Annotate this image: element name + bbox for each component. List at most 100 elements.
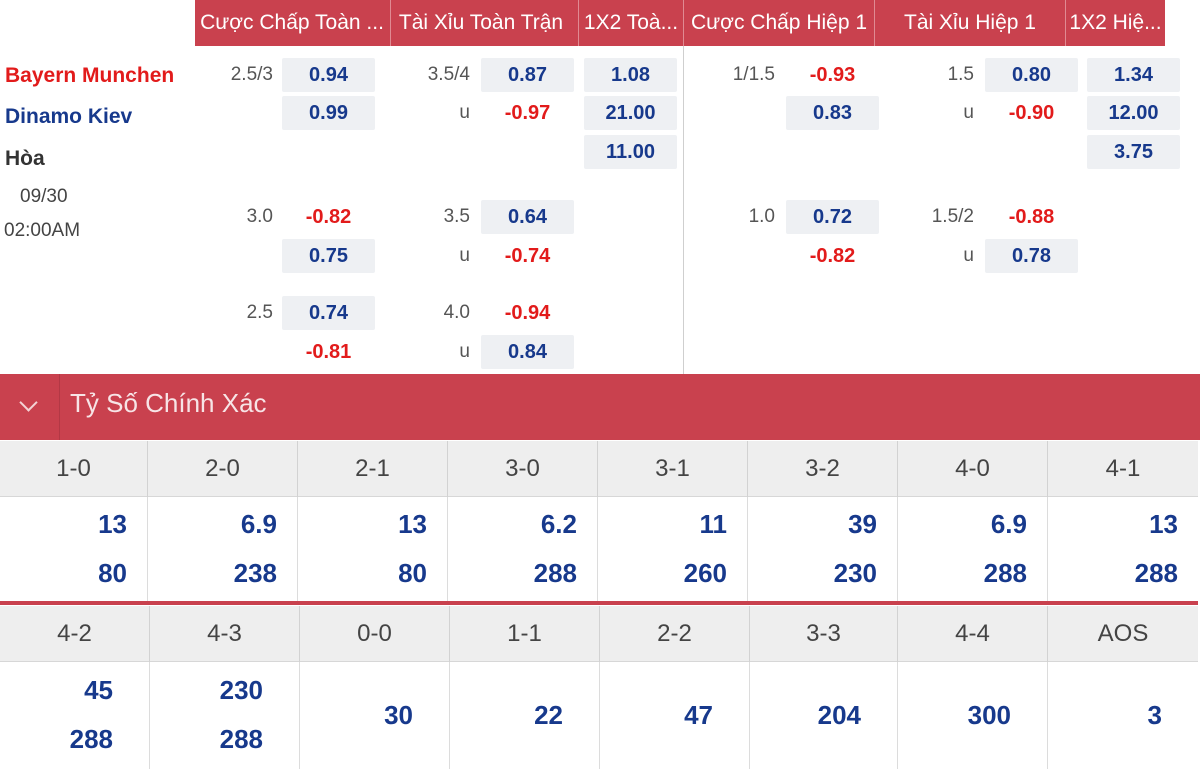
- score-odd-a[interactable]: 6.9: [240, 509, 277, 539]
- ou-under-odd[interactable]: -0.97: [504, 102, 551, 124]
- score-label: AOS: [1097, 620, 1149, 647]
- score-label: 3-0: [448, 441, 598, 497]
- score-odd-a[interactable]: 6.9: [990, 509, 1027, 539]
- score-header-row: 1-0 2-0 2-1 3-0 3-1 3-2 4-0 4-1: [0, 441, 1198, 497]
- score-odd-b[interactable]: 260: [683, 558, 727, 588]
- x12-away-odd[interactable]: 21.00: [584, 96, 677, 130]
- h1-ah-home-odd[interactable]: 0.72: [786, 200, 879, 234]
- ah-home-odd[interactable]: -0.82: [305, 206, 352, 228]
- score-cell[interactable]: 47: [600, 662, 750, 769]
- x12-draw-odd[interactable]: 11.00: [584, 135, 677, 169]
- score-cell[interactable]: 3: [1048, 662, 1198, 769]
- header-ah-h1[interactable]: Cược Chấp Hiệp 1: [690, 11, 868, 34]
- score-grid-row-2: 4-2 4-3 0-0 1-1 2-2 3-3 4-4 AOS 45 288 2…: [0, 606, 1198, 769]
- correct-score-header[interactable]: Tỷ Số Chính Xác: [0, 374, 1200, 440]
- score-cell[interactable]: 30: [300, 662, 450, 769]
- ou-under-label: u: [459, 102, 470, 123]
- h1-ou-line: 1.5: [947, 64, 974, 85]
- h1-ah-away-odd[interactable]: 0.83: [786, 96, 879, 130]
- draw-label: Hòa: [5, 147, 45, 170]
- h1-ah-away-odd[interactable]: -0.82: [809, 245, 856, 267]
- header-ou-full[interactable]: Tài Xỉu Toàn Trận: [398, 11, 564, 34]
- ou-under-label: u: [459, 341, 470, 362]
- score-odd-b[interactable]: 238: [233, 558, 277, 588]
- ou-over-odd[interactable]: 0.87: [481, 58, 574, 92]
- ou-over-odd[interactable]: -0.94: [504, 302, 551, 324]
- h1-x12-away-odd[interactable]: 12.00: [1087, 96, 1180, 130]
- ah-home-odd[interactable]: 0.94: [282, 58, 375, 92]
- h1-ou-under-label: u: [963, 102, 974, 123]
- h1-ou-under-odd[interactable]: -0.90: [1008, 102, 1055, 124]
- score-cell[interactable]: 13 80: [0, 497, 148, 603]
- score-odd-a[interactable]: 11: [699, 509, 728, 539]
- header-ou-h1[interactable]: Tài Xỉu Hiệp 1: [904, 11, 1036, 34]
- score-cell[interactable]: 6.9 288: [898, 497, 1048, 603]
- h1-ou-over-odd[interactable]: 0.80: [985, 58, 1078, 92]
- ou-over-odd[interactable]: 0.64: [481, 200, 574, 234]
- ou-line: 3.5: [443, 206, 470, 227]
- h1-x12-home-odd[interactable]: 1.34: [1087, 58, 1180, 92]
- x12-home-odd[interactable]: 1.08: [584, 58, 677, 92]
- score-odd-a[interactable]: 30: [384, 700, 413, 730]
- section-rule: [0, 601, 1198, 605]
- h1-ou-over-odd[interactable]: -0.88: [1008, 206, 1055, 228]
- header-1x2-full[interactable]: 1X2 Toà...: [583, 11, 679, 34]
- chevron-down-icon[interactable]: [0, 374, 60, 440]
- ah-home-odd[interactable]: 0.74: [282, 296, 375, 330]
- score-odd-b[interactable]: 288: [983, 558, 1027, 588]
- score-odd-b[interactable]: 288: [533, 558, 577, 588]
- away-team[interactable]: Dinamo Kiev: [5, 105, 133, 128]
- score-cell[interactable]: 11 260: [598, 497, 748, 603]
- score-odd-b[interactable]: 288: [69, 724, 113, 754]
- score-odd-a[interactable]: 22: [534, 700, 563, 730]
- ah-away-odd[interactable]: 0.99: [282, 96, 375, 130]
- score-cell[interactable]: 204: [750, 662, 898, 769]
- header-ah-full[interactable]: Cược Chấp Toàn ...: [200, 11, 384, 34]
- score-odd-b[interactable]: 80: [398, 558, 427, 588]
- score-odd-a[interactable]: 3: [1147, 700, 1162, 730]
- score-odd-b[interactable]: 80: [98, 558, 127, 588]
- score-odd-b[interactable]: 230: [833, 558, 877, 588]
- score-cell[interactable]: 45 288: [0, 662, 150, 769]
- score-odd-a[interactable]: 45: [84, 675, 113, 705]
- score-odd-a[interactable]: 204: [817, 700, 861, 730]
- score-odd-a[interactable]: 13: [398, 509, 427, 539]
- score-label: 3-2: [748, 441, 898, 497]
- home-team[interactable]: Bayern Munchen: [5, 64, 175, 87]
- score-label: 2-1: [298, 441, 448, 497]
- score-odd-a[interactable]: 230: [219, 675, 263, 705]
- header-1x2-h1[interactable]: 1X2 Hiệ...: [1069, 11, 1162, 34]
- score-cell[interactable]: 39 230: [748, 497, 898, 603]
- score-cell[interactable]: 230 288: [150, 662, 300, 769]
- score-label: 4-1: [1105, 455, 1141, 482]
- ou-under-odd[interactable]: 0.84: [481, 335, 574, 369]
- score-cell[interactable]: 6.9 238: [148, 497, 298, 603]
- h1-x12-draw-odd[interactable]: 3.75: [1087, 135, 1180, 169]
- score-odd-b[interactable]: 288: [219, 724, 263, 754]
- score-odd-a[interactable]: 47: [684, 700, 713, 730]
- score-odd-a[interactable]: 13: [1149, 509, 1178, 539]
- score-odd-b[interactable]: 288: [1134, 558, 1178, 588]
- market-header: Cược Chấp Toàn ... Tài Xỉu Toàn Trận 1X2…: [195, 0, 1165, 46]
- score-odd-a[interactable]: 13: [98, 509, 127, 539]
- score-cell[interactable]: 6.2 288: [448, 497, 598, 603]
- h1-ah-home-odd[interactable]: -0.93: [809, 64, 856, 86]
- score-cell[interactable]: 300: [898, 662, 1048, 769]
- score-cell[interactable]: 13 288: [1048, 497, 1198, 603]
- ah-away-odd[interactable]: -0.81: [305, 341, 352, 363]
- h1-ou-under-label: u: [963, 245, 974, 266]
- header-divider: [874, 0, 875, 46]
- score-label: 3-3: [750, 606, 898, 662]
- score-odd-a[interactable]: 6.2: [540, 509, 577, 539]
- score-odd-a[interactable]: 300: [967, 700, 1011, 730]
- score-cell[interactable]: 22: [450, 662, 600, 769]
- h1-ou-under-odd[interactable]: 0.78: [985, 239, 1078, 273]
- score-label: 3-1: [598, 441, 748, 497]
- score-odd-a[interactable]: 39: [848, 509, 877, 539]
- score-cell[interactable]: 13 80: [298, 497, 448, 603]
- score-label: 4-0: [898, 441, 1048, 497]
- ou-under-label: u: [459, 245, 470, 266]
- score-label: 0-0: [300, 606, 450, 662]
- ah-away-odd[interactable]: 0.75: [282, 239, 375, 273]
- ou-under-odd[interactable]: -0.74: [504, 245, 551, 267]
